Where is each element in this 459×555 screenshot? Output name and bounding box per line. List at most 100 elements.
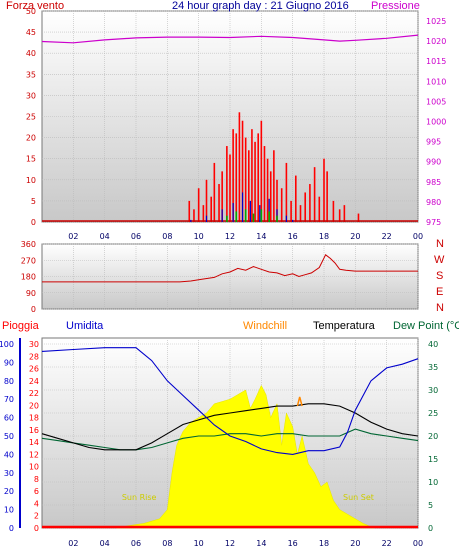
rain-y-tick: 2 bbox=[34, 512, 39, 521]
wind-y-tick: 40 bbox=[26, 49, 36, 58]
weather-x-tick: 00 bbox=[413, 539, 423, 548]
rain-y-tick: 6 bbox=[34, 487, 39, 496]
windchill-line bbox=[296, 396, 303, 407]
rain-y-tick: 16 bbox=[29, 426, 39, 435]
rain-y-tick: 14 bbox=[29, 438, 39, 447]
humidity-y-tick: 100 bbox=[0, 340, 14, 349]
weather-x-tick: 18 bbox=[319, 539, 329, 548]
rain-y-tick: 10 bbox=[29, 463, 39, 472]
windchill-label: Windchill bbox=[243, 320, 288, 332]
wind-y-tick: 20 bbox=[26, 134, 36, 143]
temp-y-tick: 40 bbox=[428, 340, 438, 349]
temp-y-tick: 35 bbox=[428, 363, 438, 372]
temperature-label: Temperatura bbox=[313, 320, 375, 332]
humidity-label: Umidita bbox=[66, 320, 104, 332]
weather-x-tick: 16 bbox=[288, 539, 298, 548]
wind-x-tick: 08 bbox=[162, 232, 172, 241]
wind-x-tick: 06 bbox=[131, 232, 141, 241]
rain-y-tick: 4 bbox=[34, 499, 39, 508]
weather-x-tick: 02 bbox=[68, 539, 78, 548]
rain-y-tick: 28 bbox=[29, 352, 39, 361]
direction-y-tick: 360 bbox=[21, 240, 36, 249]
rain-y-tick: 18 bbox=[29, 414, 39, 423]
wind-x-tick: 18 bbox=[319, 232, 329, 241]
temp-y-tick: 15 bbox=[428, 455, 438, 464]
temp-y-tick: 10 bbox=[428, 478, 438, 487]
temp-y-tick: 25 bbox=[428, 409, 438, 418]
wind-y-tick: 45 bbox=[26, 28, 36, 37]
humidity-line bbox=[41, 347, 419, 455]
rain-y-tick: 24 bbox=[29, 377, 39, 386]
humidity-y-tick: 60 bbox=[4, 414, 14, 423]
weather-x-tick: 04 bbox=[100, 539, 110, 548]
weather-x-tick: 22 bbox=[382, 539, 392, 548]
direction-y-tick: 90 bbox=[26, 289, 36, 298]
wind-x-tick: 22 bbox=[382, 232, 392, 241]
weather-x-tick: 08 bbox=[162, 539, 172, 548]
temp-y-tick: 20 bbox=[428, 432, 438, 441]
wind-x-tick: 12 bbox=[225, 232, 235, 241]
wind-x-tick: 00 bbox=[413, 232, 423, 241]
pressure-y-tick: 975 bbox=[426, 218, 441, 227]
rain-y-tick: 30 bbox=[29, 340, 39, 349]
sun-radiation-area bbox=[117, 384, 375, 529]
wind-axis-label: Forza vento bbox=[6, 0, 65, 12]
wind-direction-line bbox=[42, 254, 418, 283]
humidity-y-tick: 50 bbox=[4, 432, 14, 441]
rain-label: Pioggia bbox=[2, 320, 39, 332]
weather-x-tick: 10 bbox=[194, 539, 204, 548]
humidity-y-tick: 10 bbox=[4, 506, 14, 515]
direction-letter-n-top: N bbox=[436, 238, 444, 250]
wind-x-tick: 16 bbox=[288, 232, 298, 241]
direction-y-tick: 270 bbox=[21, 256, 36, 265]
wind-x-tick: 20 bbox=[350, 232, 360, 241]
wind-x-tick: 04 bbox=[100, 232, 110, 241]
temp-y-tick: 30 bbox=[428, 386, 438, 395]
wind-y-tick: 15 bbox=[26, 155, 36, 164]
direction-y-tick: 0 bbox=[31, 305, 36, 314]
direction-letter-w: W bbox=[434, 254, 445, 266]
chart-title: 24 hour graph day : 21 Giugno 2016 bbox=[172, 0, 349, 12]
wind-y-tick: 35 bbox=[26, 70, 36, 79]
humidity-y-tick: 80 bbox=[4, 377, 14, 386]
pressure-y-tick: 995 bbox=[426, 138, 441, 147]
pressure-y-tick: 980 bbox=[426, 198, 441, 207]
pressure-y-tick: 1000 bbox=[426, 118, 446, 127]
wind-y-tick: 50 bbox=[26, 7, 36, 16]
pressure-y-tick: 1015 bbox=[426, 57, 446, 66]
direction-letter-s: S bbox=[436, 270, 444, 282]
rain-y-tick: 12 bbox=[29, 450, 39, 459]
wind-x-tick: 02 bbox=[68, 232, 78, 241]
humidity-y-tick: 30 bbox=[4, 469, 14, 478]
direction-letter-e: E bbox=[436, 286, 444, 298]
humidity-y-tick: 90 bbox=[4, 358, 14, 367]
humidity-y-tick: 40 bbox=[4, 450, 14, 459]
dew-point-label: Dew Point (°C bbox=[393, 320, 459, 332]
humidity-y-tick: 20 bbox=[4, 487, 14, 496]
direction-letter-n-bottom: N bbox=[436, 302, 444, 314]
dew-point-line bbox=[41, 428, 419, 451]
wind-y-tick: 0 bbox=[31, 218, 36, 227]
pressure-axis-label: Pressione bbox=[371, 0, 420, 12]
rain-y-tick: 22 bbox=[29, 389, 39, 398]
rain-y-tick: 8 bbox=[34, 475, 39, 484]
wind-x-tick: 10 bbox=[194, 232, 204, 241]
pressure-y-tick: 1025 bbox=[426, 17, 446, 26]
weather-x-tick: 06 bbox=[131, 539, 141, 548]
sun-set-label: Sun Set bbox=[343, 493, 374, 502]
pressure-y-tick: 990 bbox=[426, 158, 441, 167]
wind-y-tick: 5 bbox=[31, 197, 36, 206]
pressure-y-tick: 985 bbox=[426, 178, 441, 187]
humidity-y-tick: 70 bbox=[4, 395, 14, 404]
rain-y-tick: 0 bbox=[34, 524, 39, 533]
wind-x-tick: 14 bbox=[256, 232, 266, 241]
temp-y-tick: 5 bbox=[428, 501, 433, 510]
weather-x-tick: 20 bbox=[350, 539, 360, 548]
pressure-line bbox=[41, 34, 419, 44]
sun-rise-label: Sun Rise bbox=[122, 493, 157, 502]
pressure-y-tick: 1020 bbox=[426, 37, 446, 46]
rain-y-tick: 20 bbox=[29, 401, 39, 410]
temperature-line bbox=[41, 403, 419, 451]
weather-x-tick: 14 bbox=[256, 539, 266, 548]
